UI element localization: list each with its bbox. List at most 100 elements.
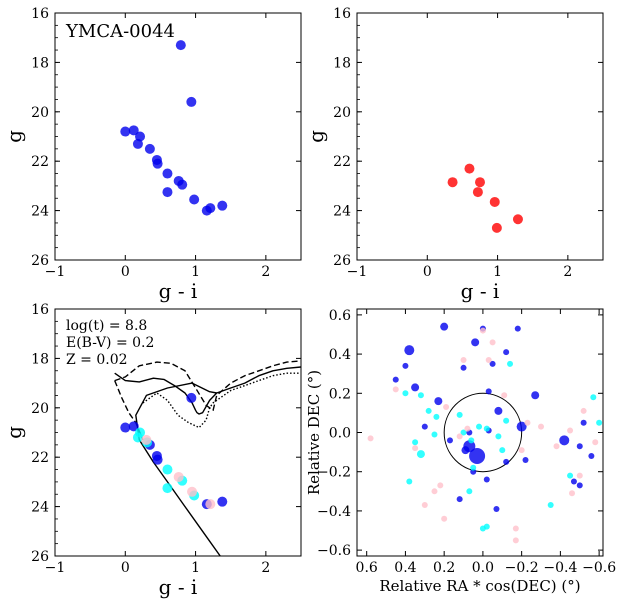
data-point xyxy=(485,388,492,395)
y-tick-label: 26 xyxy=(31,253,49,269)
x-tick-label: −0.4 xyxy=(543,560,577,576)
data-point xyxy=(421,502,428,509)
x-tick-label: 1 xyxy=(191,560,200,576)
data-point xyxy=(494,406,503,415)
x-tick-label: 0.4 xyxy=(394,560,416,576)
annotation-text: log(t) = 8.8 xyxy=(66,318,147,334)
data-point xyxy=(507,360,514,367)
data-point xyxy=(421,423,428,430)
data-point xyxy=(471,338,480,347)
x-axis-label: g - i xyxy=(159,279,198,303)
data-point xyxy=(152,158,163,169)
data-point xyxy=(431,431,438,438)
data-point xyxy=(460,429,467,436)
y-tick-label: 0.6 xyxy=(329,308,351,324)
data-point xyxy=(186,392,197,403)
data-point xyxy=(576,443,583,450)
y-tick-label: 22 xyxy=(31,450,49,466)
data-point xyxy=(580,419,587,426)
plot-frame xyxy=(54,12,302,261)
data-point xyxy=(456,496,463,503)
data-point xyxy=(456,411,463,418)
data-point xyxy=(217,496,228,507)
y-tick-label: 24 xyxy=(333,204,351,220)
y-axis-label: g xyxy=(2,130,26,143)
x-tick-label: −1 xyxy=(347,264,368,280)
data-point xyxy=(460,364,467,371)
annotation-text: Z = 0.02 xyxy=(66,352,128,368)
plot-area xyxy=(367,322,603,544)
y-tick-label: 0.4 xyxy=(329,347,351,363)
data-point xyxy=(559,435,570,446)
data-point xyxy=(479,525,486,532)
data-point xyxy=(152,454,163,465)
data-point xyxy=(120,422,131,433)
data-point xyxy=(569,490,576,497)
data-point xyxy=(447,177,458,188)
x-tick-label: 2 xyxy=(563,264,572,280)
data-point xyxy=(402,362,409,369)
isochrone-line xyxy=(216,366,301,394)
data-point xyxy=(524,419,531,426)
data-point xyxy=(441,515,448,522)
y-tick-label: −0.6 xyxy=(317,543,351,559)
data-point xyxy=(437,482,444,489)
data-point xyxy=(547,502,554,509)
data-point xyxy=(411,383,420,392)
y-tick-label: 18 xyxy=(31,351,49,367)
data-point xyxy=(592,439,599,446)
data-point xyxy=(590,394,597,401)
data-point xyxy=(456,433,463,440)
y-tick-label: 22 xyxy=(333,154,351,170)
plot-area xyxy=(114,360,301,556)
data-point xyxy=(443,404,450,411)
data-point xyxy=(491,222,502,233)
data-point xyxy=(483,476,490,483)
data-point xyxy=(162,168,173,179)
y-tick-label: 16 xyxy=(333,6,351,22)
x-axis-label: Relative RA * cos(DEC) (°) xyxy=(379,577,580,595)
data-point xyxy=(570,478,577,485)
cluster-radius-circle xyxy=(443,392,523,473)
panel-bottom-right: 0.6 0.4 0.2 0.0 −0.2 −0.4 −0.6−0.6−0.4−0.20.00… xyxy=(305,308,616,595)
panel-top-right: −1 0 1 2 16 18 20 22 24 26 g - i g xyxy=(304,6,604,303)
y-tick-label: 16 xyxy=(31,302,49,318)
data-point xyxy=(431,488,438,495)
data-point xyxy=(501,392,508,399)
data-point xyxy=(470,464,477,471)
data-point xyxy=(120,126,131,137)
plot-frame xyxy=(356,308,604,557)
y-tick-label: 26 xyxy=(31,549,49,565)
data-point xyxy=(514,325,521,332)
data-point xyxy=(518,447,525,454)
x-tick-label: 0.0 xyxy=(472,560,494,576)
data-point xyxy=(162,483,173,494)
y-tick-label: 18 xyxy=(31,55,49,71)
data-point xyxy=(538,423,545,430)
data-point xyxy=(553,443,560,450)
data-point xyxy=(412,439,419,446)
data-point xyxy=(162,187,173,198)
y-tick-label: 24 xyxy=(31,500,49,516)
data-point xyxy=(531,391,540,400)
data-point xyxy=(392,376,399,383)
data-point xyxy=(596,419,603,426)
y-tick-label: −0.2 xyxy=(317,465,351,481)
y-axis-label: g xyxy=(304,130,328,143)
data-point xyxy=(205,499,216,510)
data-point xyxy=(472,187,483,198)
y-tick-label: 20 xyxy=(31,401,49,417)
data-point xyxy=(489,196,500,207)
y-tick-label: 0.2 xyxy=(329,386,351,402)
annotation-text: E(B-V) = 0.2 xyxy=(66,335,154,351)
data-point xyxy=(402,390,409,397)
data-point xyxy=(516,421,527,432)
data-point xyxy=(367,435,374,442)
y-tick-label: 20 xyxy=(31,105,49,121)
x-tick-label: 1 xyxy=(191,264,200,280)
data-point xyxy=(479,327,486,334)
data-point xyxy=(483,425,490,432)
data-point xyxy=(512,537,519,544)
y-axis-label: Relative DEC (°) xyxy=(305,370,323,495)
